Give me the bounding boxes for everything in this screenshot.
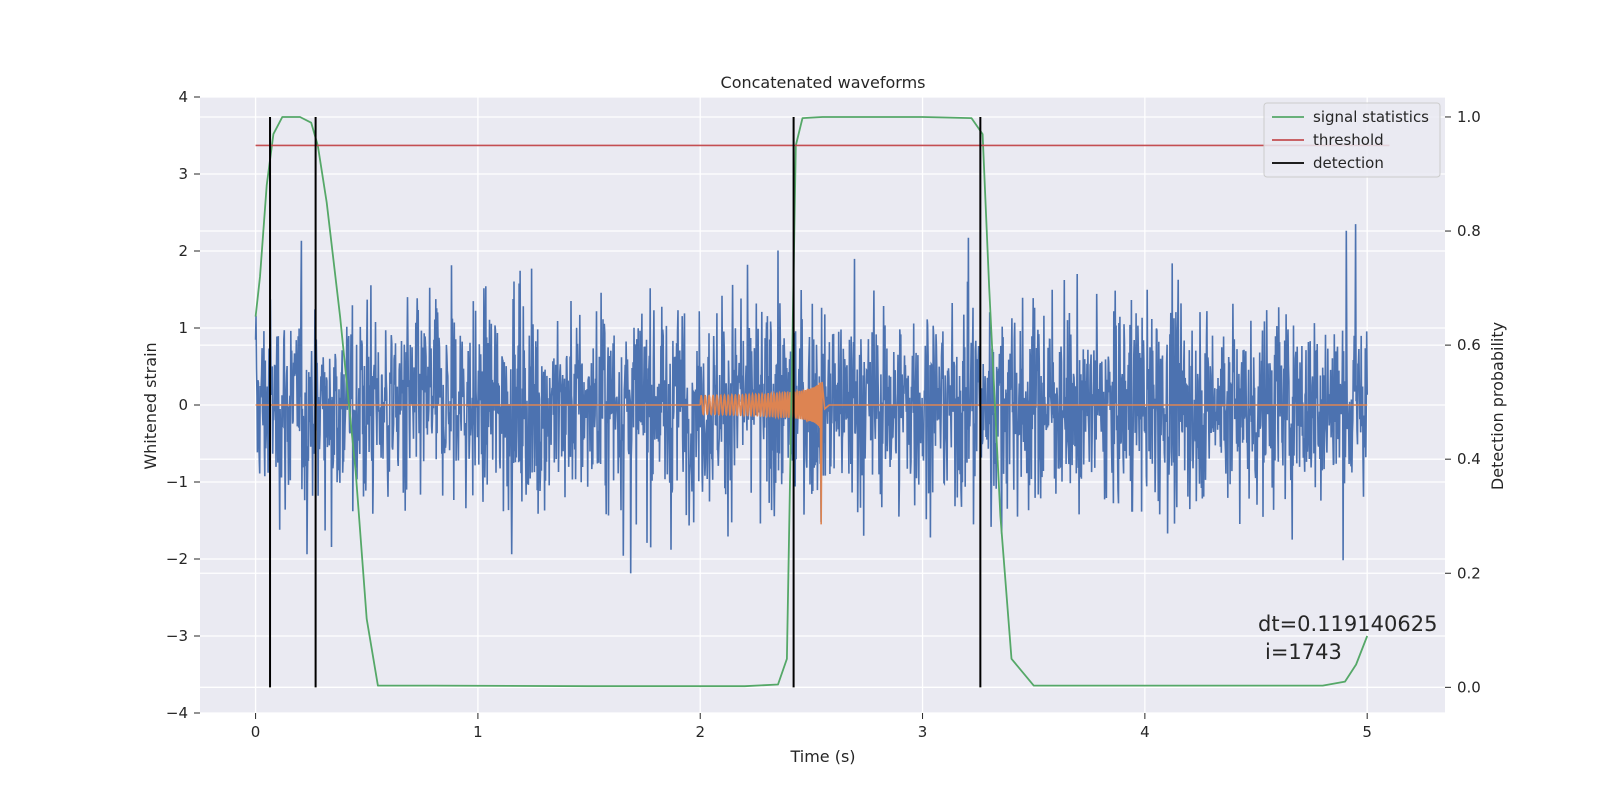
legend-frame bbox=[1263, 102, 1441, 178]
y-tick-label: 1 bbox=[178, 319, 188, 337]
y-tick-label: −2 bbox=[166, 550, 188, 568]
chart-title: Concatenated waveforms bbox=[721, 73, 926, 92]
y2-tick-label: 0.0 bbox=[1457, 678, 1481, 696]
x-tick-label: 4 bbox=[1140, 723, 1150, 741]
y-tick-label: −4 bbox=[166, 704, 188, 722]
y2-tick-label: 0.6 bbox=[1457, 336, 1481, 354]
x-tick-label: 3 bbox=[918, 723, 928, 741]
chirp-line bbox=[255, 381, 1368, 525]
chirp-series bbox=[255, 381, 1368, 525]
series-layer bbox=[254, 116, 1390, 688]
legend-label-threshold: threshold bbox=[1313, 131, 1384, 149]
y2-tick-label: 1.0 bbox=[1457, 108, 1481, 126]
legend-label-signal-statistics: signal statistics bbox=[1313, 108, 1429, 126]
x-tick-label: 1 bbox=[473, 723, 483, 741]
y-tick-label: 0 bbox=[178, 396, 188, 414]
annotation-dt: dt=0.119140625 bbox=[1258, 612, 1437, 636]
y2-tick-label: 0.8 bbox=[1457, 222, 1481, 240]
annotation-index: i=1743 bbox=[1265, 640, 1342, 664]
x-axis-label: Time (s) bbox=[789, 747, 855, 766]
y-tick-label: 3 bbox=[178, 165, 188, 183]
axes: 0 1 2 3 4 5 −4 −3 −2 −1 0 1 2 3 4 0.0 0.2 0.4 0.6 0.8 1.0 bbox=[166, 88, 1481, 741]
x-tick-label: 0 bbox=[251, 723, 261, 741]
y2-axis-label: Detection probability bbox=[1488, 322, 1507, 490]
y-tick-label: 4 bbox=[178, 88, 188, 106]
y-tick-label: −1 bbox=[166, 473, 188, 491]
y2-tick-label: 0.2 bbox=[1457, 564, 1481, 582]
y2-tick-label: 0.4 bbox=[1457, 450, 1481, 468]
signal-statistics-line bbox=[254, 116, 1369, 688]
x-tick-label: 5 bbox=[1362, 723, 1372, 741]
legend: signal statistics threshold detection bbox=[1263, 102, 1441, 178]
y-tick-label: −3 bbox=[166, 627, 188, 645]
y-axis-label: Whitened strain bbox=[141, 342, 160, 469]
y-tick-label: 2 bbox=[178, 242, 188, 260]
x-tick-label: 2 bbox=[695, 723, 705, 741]
legend-label-detection: detection bbox=[1313, 154, 1384, 172]
